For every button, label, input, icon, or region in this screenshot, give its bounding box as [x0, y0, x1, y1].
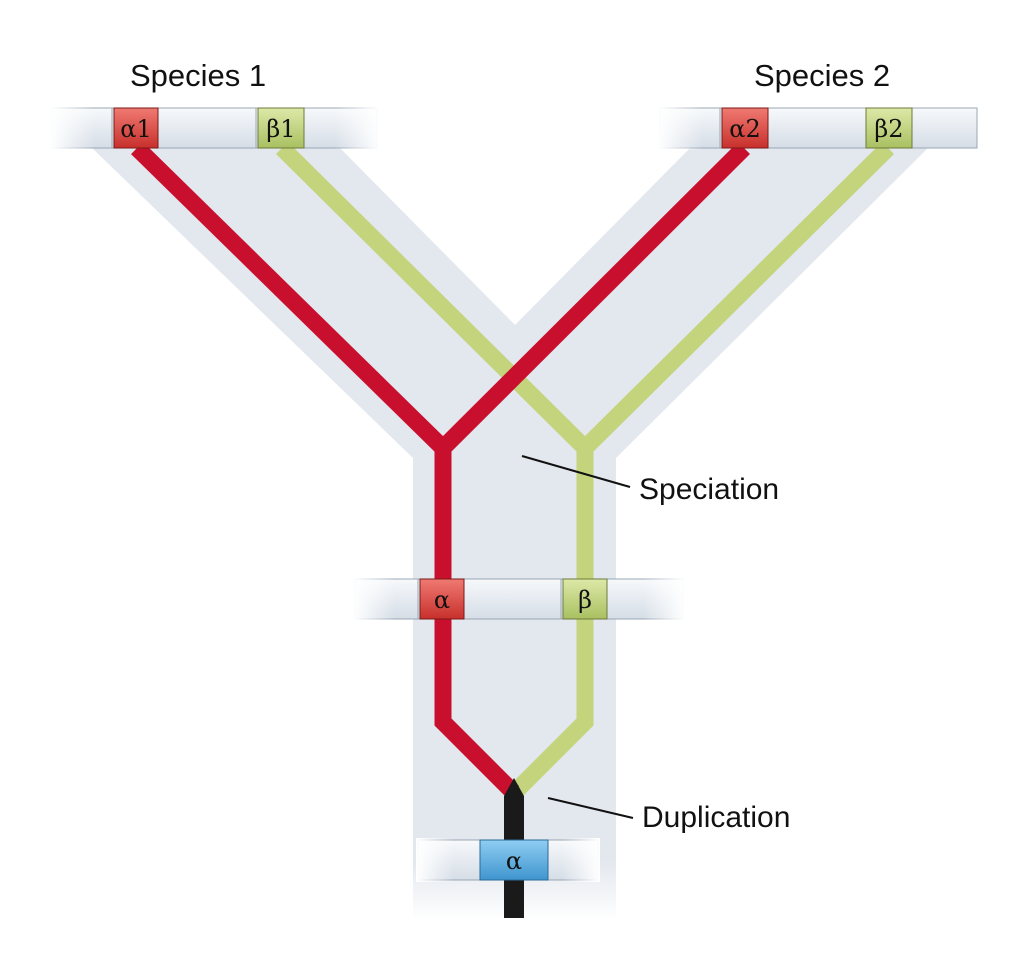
alpha2-lineage-path	[436, 141, 751, 455]
duplication-label: Duplication	[642, 801, 791, 834]
svg-text:β: β	[578, 586, 592, 614]
gene-alpha2: α2	[721, 107, 769, 149]
gene-beta1: β1	[257, 107, 305, 149]
gene-ancestral-alpha: α	[479, 839, 549, 881]
gene-beta2: β2	[865, 107, 913, 149]
species1-chromosome	[50, 106, 380, 150]
svg-text:α1: α1	[120, 115, 151, 143]
duplication-leader-line	[547, 797, 634, 819]
beta2-lineage-path	[579, 141, 894, 455]
svg-text:β2: β2	[874, 115, 903, 143]
gene-beta: β	[562, 578, 608, 620]
ancestor-chromosome-after-duplication	[353, 577, 685, 621]
speciation-leader-line	[521, 455, 631, 488]
svg-text:α: α	[434, 586, 450, 614]
speciation-label: Speciation	[639, 473, 780, 506]
species2-label: Species 2	[754, 58, 891, 93]
species2-chromosome	[658, 106, 978, 150]
svg-text:α: α	[506, 847, 522, 875]
species1-label: Species 1	[130, 58, 267, 93]
svg-text:α2: α2	[729, 115, 760, 143]
gene-alpha1: α1	[113, 107, 159, 149]
gene-alpha: α	[419, 578, 465, 620]
svg-text:β1: β1	[266, 115, 295, 143]
